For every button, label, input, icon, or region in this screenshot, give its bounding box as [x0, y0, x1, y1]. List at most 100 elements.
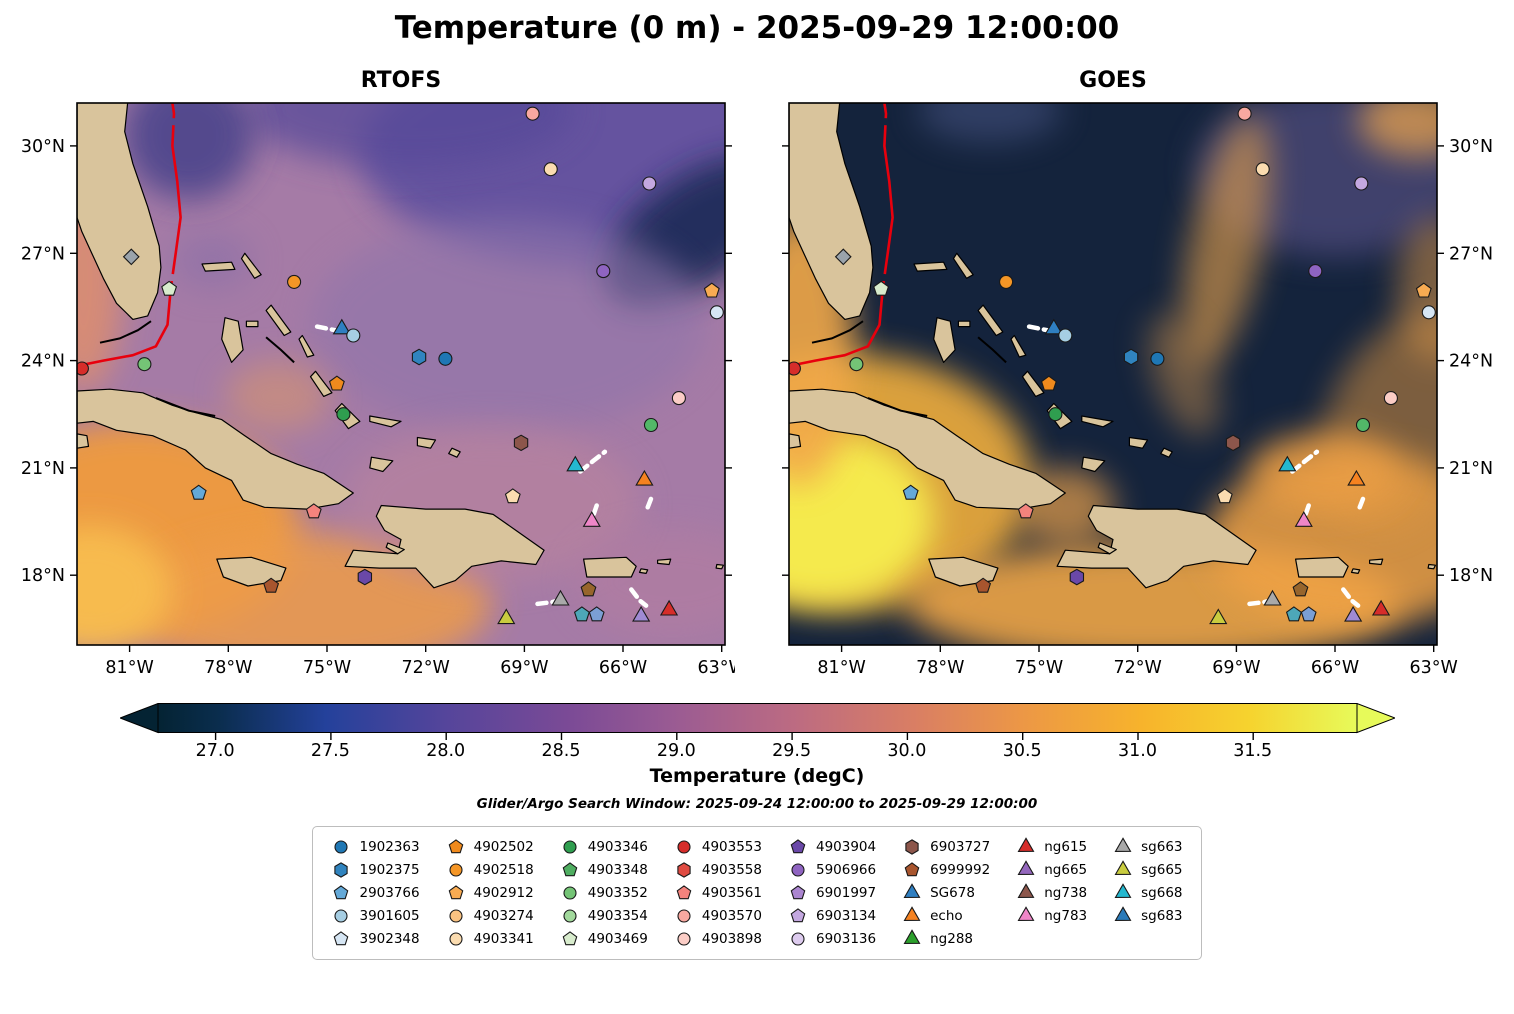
colorbar-tick-label: 28.0: [426, 741, 466, 761]
map-marker-triangle: [903, 929, 921, 944]
map-marker-triangle: [632, 605, 651, 622]
legend-item: 4903553: [674, 837, 762, 857]
land-vieques: [1350, 568, 1361, 574]
map-marker-diamond: [122, 248, 140, 266]
legend-marker-circle: [334, 840, 349, 854]
lat-tick-label: 27°N: [1449, 244, 1493, 264]
front-contour-line: [77, 103, 182, 368]
glider-track: [1357, 492, 1367, 510]
legend-marker-pentagon: [790, 885, 806, 900]
map-marker-pentagon: [1300, 606, 1317, 622]
legend-label: 4903346: [587, 838, 648, 855]
map-marker-circle: [77, 361, 89, 376]
legend-marker-circle: [677, 909, 691, 923]
map-marker-triangle: [1017, 906, 1035, 921]
legend-marker-circle: [791, 932, 805, 946]
temperature-field-blob: [172, 231, 252, 289]
legend-item: 6903727: [902, 837, 990, 857]
legend-marker-pentagon: [790, 908, 806, 923]
panel-goes: GOES 81°W 78°W 75°W 72°W 69°W 66°W 63°W 18°N 21°…: [779, 68, 1499, 689]
legend-marker-triangle: [1017, 837, 1035, 852]
legend-item: 4903354: [560, 906, 648, 926]
map-marker-pentagon: [1292, 581, 1309, 597]
legend-column: ng615 ng665 ng738 ng783: [1016, 837, 1087, 949]
map-marker-pentagon: [190, 484, 207, 500]
legend-marker-pentagon: [334, 885, 349, 900]
lon-tick-label: 72°W: [402, 658, 450, 678]
legend-marker-circle: [563, 886, 577, 900]
land-caicos: [1128, 436, 1149, 449]
map-marker-pentagon: [1017, 503, 1034, 519]
map-marker-circle: [677, 840, 691, 854]
map-marker-circle: [1354, 176, 1369, 191]
lat-tick-label: 21°N: [21, 459, 65, 479]
coast-exuma-cays: [977, 336, 1007, 364]
map-frame: [76, 102, 726, 646]
map-marker-pentagon: [328, 375, 345, 391]
map-marker-triangle: [1044, 318, 1063, 335]
colorbar-body: [157, 703, 1357, 733]
land-hispaniola: [1056, 504, 1257, 589]
lon-tick-label: 66°W: [599, 658, 647, 678]
colorbar-left-arrow: [119, 703, 158, 734]
map-marker-triangle: [1347, 469, 1366, 486]
coast-cuba-north-cays: [155, 397, 216, 417]
land-isla-juventud: [789, 433, 802, 449]
map-marker-circle: [671, 391, 686, 406]
land-puerto-rico: [1295, 556, 1349, 578]
map-marker-pentagon: [305, 503, 322, 519]
map-marker-circle: [643, 417, 659, 433]
legend-label: sg668: [1141, 884, 1183, 901]
goes-map: 81°W 78°W 75°W 72°W 69°W 66°W 63°W 18°N 21°N 24°N…: [782, 102, 1493, 678]
map-marker-triangle: [1017, 860, 1035, 875]
land-eleuthera: [265, 304, 292, 337]
legend-label: 3901605: [359, 907, 420, 924]
glider-track: [1301, 503, 1311, 523]
legend-item: 4903558: [674, 860, 762, 880]
panel-rtofs: RTOFS 81°W 78°W 75°W 72°W 69°W 66°W 63°W 18°N 21…: [15, 68, 735, 689]
map-marker-hexagon: [677, 862, 691, 878]
legend-item: 4903469: [560, 929, 648, 949]
legend-marker-circle: [449, 863, 463, 877]
legend-label: ng783: [1044, 907, 1088, 924]
land-turks: [1160, 447, 1173, 458]
map-marker-pentagon: [790, 908, 806, 923]
map-marker-pentagon: [334, 931, 349, 946]
land-virgin-islands: [656, 558, 672, 566]
map-marker-hexagon: [1123, 348, 1139, 366]
lat-tick-label: 30°N: [1449, 137, 1493, 157]
legend-label: 4902912: [473, 884, 534, 901]
land-grand-bahama: [913, 261, 948, 272]
legend-item: 4903904: [788, 837, 876, 857]
map-marker-pentagon: [334, 885, 349, 900]
legend-label: 4903352: [587, 884, 648, 901]
map-marker-triangle: [1114, 860, 1132, 875]
legend-item: 4902518: [446, 860, 534, 880]
map-marker-triangle: [551, 589, 570, 606]
legend-label: 4903274: [473, 907, 534, 924]
map-marker-triangle: [332, 318, 351, 335]
legend-label: 1902375: [359, 861, 420, 878]
legend-marker-triangle: [903, 906, 921, 921]
legend-item: sg668: [1113, 883, 1183, 903]
legend-marker-hexagon: [334, 862, 349, 878]
map-marker-pentagon: [588, 606, 605, 622]
map-marker-circle: [1058, 328, 1073, 343]
legend-marker-pentagon: [562, 931, 578, 946]
land-new-providence: [245, 320, 259, 328]
colorbar-gradient-bar: [119, 703, 1395, 740]
legend-item: 4903570: [674, 906, 762, 926]
legend-marker-triangle: [1017, 883, 1035, 898]
lat-tick-label: 18°N: [21, 566, 65, 586]
legend-label: 6903727: [930, 838, 991, 855]
legend-marker-pentagon: [448, 839, 463, 854]
land-hispaniola: [344, 504, 545, 589]
lat-tick-label: 24°N: [1449, 352, 1493, 372]
map-marker-circle: [563, 909, 577, 923]
legend-marker-circle: [677, 932, 691, 946]
land-abaco: [952, 252, 974, 279]
map-marker-pentagon: [573, 606, 590, 622]
legend-marker-triangle: [1114, 906, 1132, 921]
map-marker-circle: [543, 162, 558, 177]
legend-marker-triangle: [903, 883, 921, 898]
